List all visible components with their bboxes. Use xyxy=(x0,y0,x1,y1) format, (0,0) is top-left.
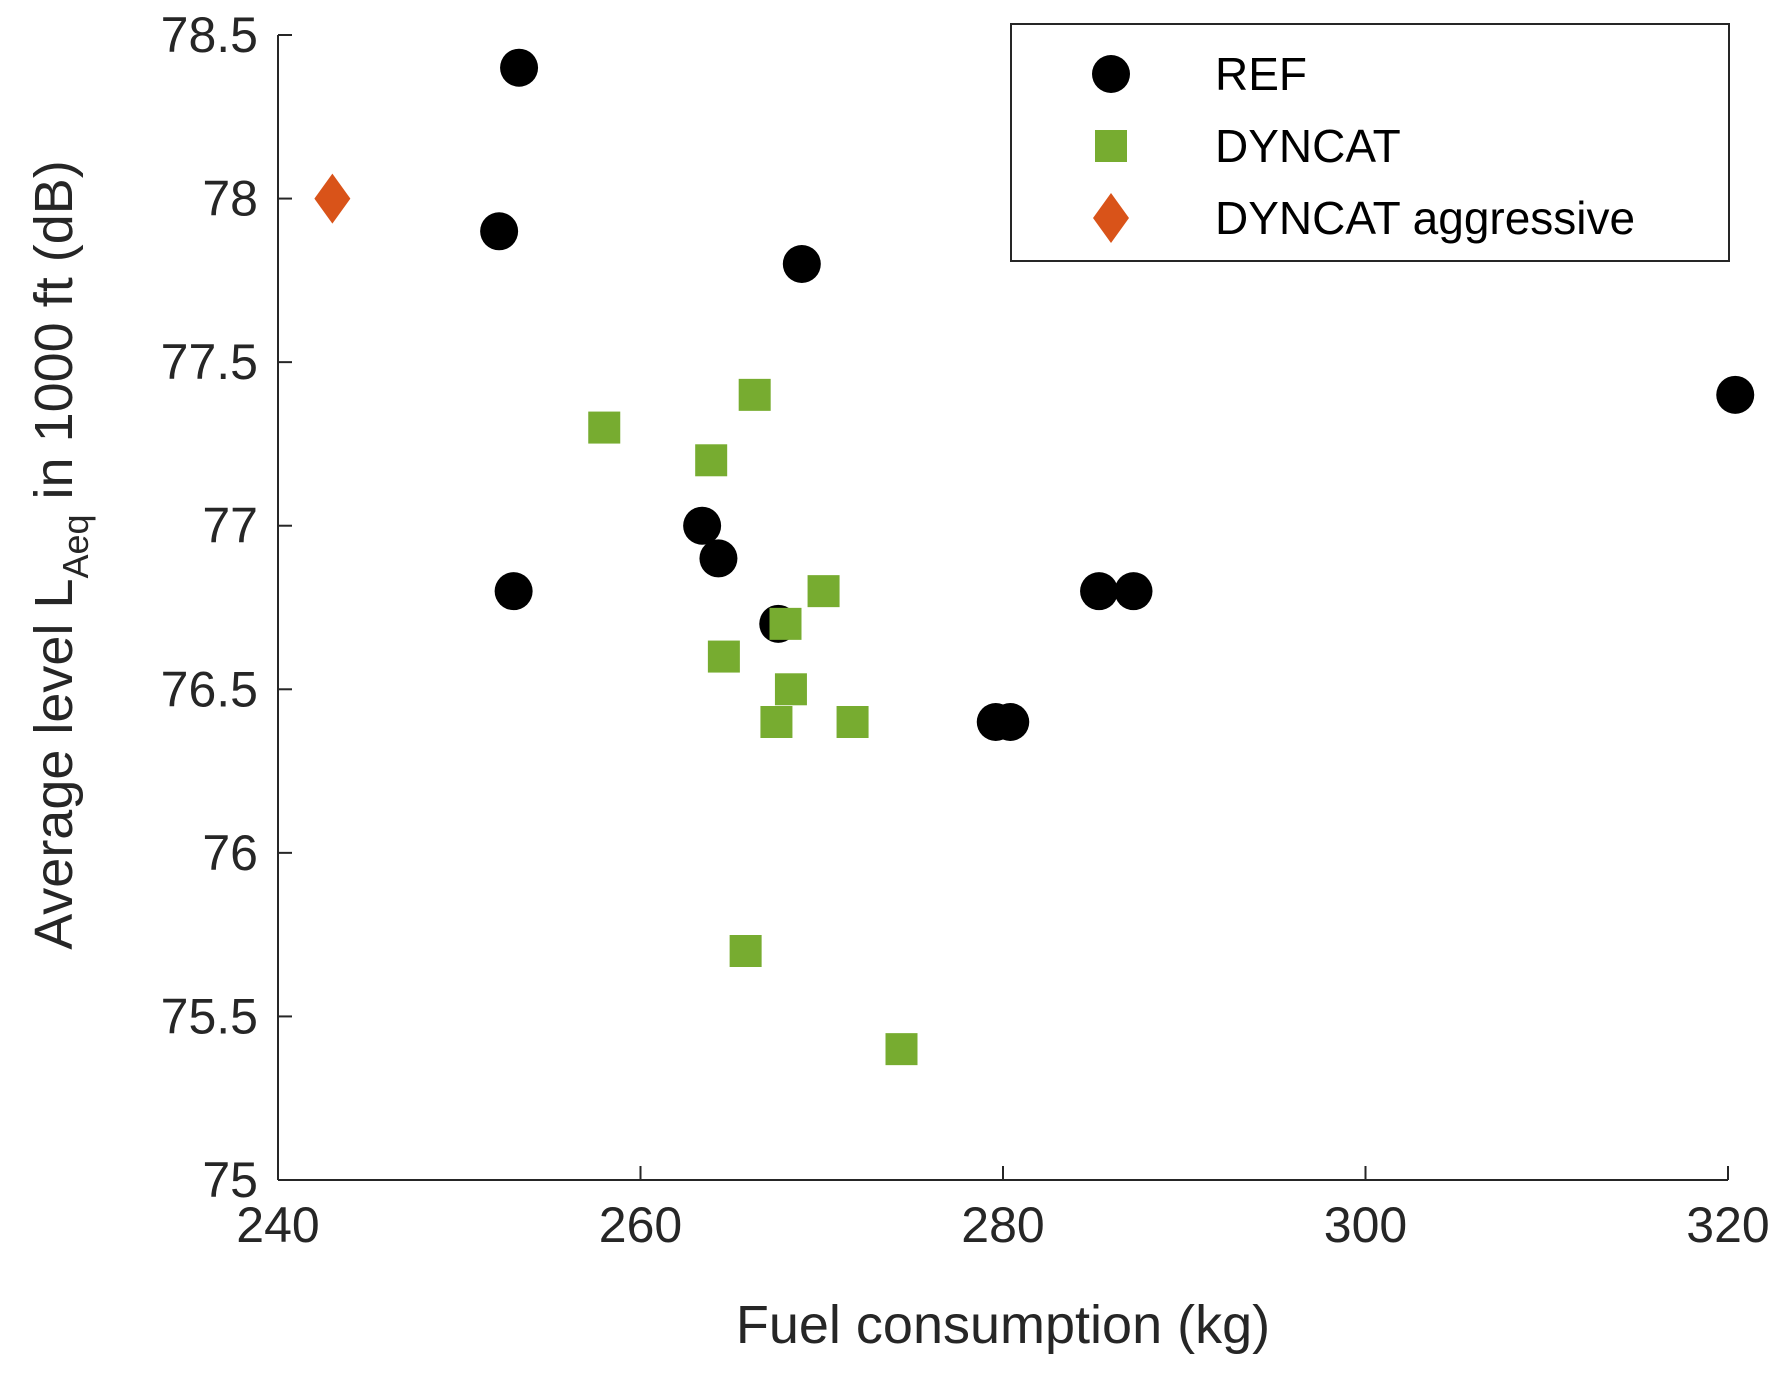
dyncat-aggressive-point xyxy=(314,173,351,224)
legend-marker-dyncat xyxy=(1095,130,1127,162)
ref-point xyxy=(494,572,533,611)
y-tick-label: 77.5 xyxy=(161,334,258,390)
y-tick-label: 78 xyxy=(202,171,258,227)
y-axis-title-prefix: Average level L xyxy=(24,579,84,950)
legend-label-dyncat-aggressive: DYNCAT aggressive xyxy=(1215,192,1635,244)
dyncat-point xyxy=(695,444,728,477)
ref-point xyxy=(782,245,821,283)
y-tick-label: 77 xyxy=(202,498,258,554)
x-axis-title: Fuel consumption (kg) xyxy=(736,1295,1270,1355)
dyncat-point xyxy=(885,1033,918,1066)
y-axis-title: Average level LAeq in 1000 ft (dB) xyxy=(24,160,96,950)
y-tick-label: 76 xyxy=(202,825,258,881)
ref-point xyxy=(1716,375,1755,414)
dyncat-point xyxy=(774,673,807,706)
dyncat-point xyxy=(807,575,840,608)
legend-label-ref: REF xyxy=(1215,48,1307,100)
y-tick-label: 78.5 xyxy=(161,7,258,63)
ref-point xyxy=(500,48,539,87)
y-tick-label: 75.5 xyxy=(161,988,258,1044)
y-tick-label: 75 xyxy=(202,1152,258,1208)
legend-box xyxy=(1010,23,1730,262)
ticks: 240 260 280 300 320 75 75.5 76 76.5 77 77.5 78 78.5 xyxy=(161,7,1769,1253)
ref-point xyxy=(480,212,519,251)
x-tick-label: 260 xyxy=(599,1197,682,1253)
data-points xyxy=(314,48,1755,1066)
legend-entries: REF DYNCAT DYNCAT aggressive xyxy=(1092,48,1635,244)
legend-label-dyncat: DYNCAT xyxy=(1215,120,1401,172)
legend: REF DYNCAT DYNCAT aggressive xyxy=(1010,23,1730,262)
dyncat-point xyxy=(738,378,771,411)
legend-marker-dyncat-aggressive xyxy=(1093,193,1129,243)
ref-point xyxy=(1114,572,1153,611)
ref-point xyxy=(991,703,1030,741)
ref-point xyxy=(1080,572,1119,611)
y-tick-label: 76.5 xyxy=(161,661,258,717)
dyncat-point xyxy=(760,706,793,738)
dyncat-point xyxy=(707,640,740,673)
y-axis-title-suffix: in 1000 ft (dB) xyxy=(24,160,84,514)
dyncat-point xyxy=(588,411,621,444)
ref-point xyxy=(699,539,738,578)
dyncat-point xyxy=(729,935,762,967)
dyncat-point xyxy=(836,706,869,738)
x-tick-label: 280 xyxy=(961,1197,1044,1253)
x-tick-label: 300 xyxy=(1324,1197,1407,1253)
ref-point xyxy=(683,506,722,545)
dyncat-point xyxy=(769,607,802,640)
y-axis-title-subscript: Aeq xyxy=(55,514,96,578)
legend-marker-ref xyxy=(1092,55,1130,93)
x-tick-label: 240 xyxy=(236,1197,319,1253)
x-tick-label: 320 xyxy=(1686,1197,1769,1253)
